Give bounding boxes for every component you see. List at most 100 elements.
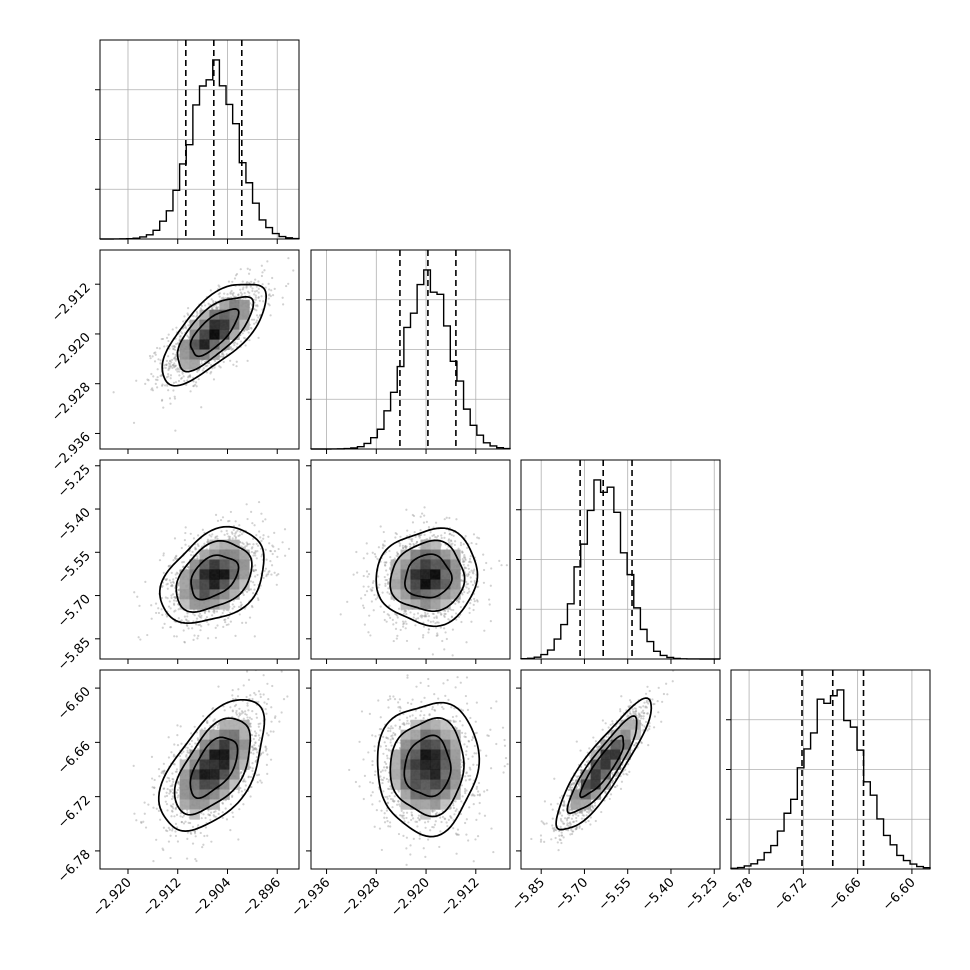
scatter-point bbox=[182, 320, 185, 323]
scatter-point bbox=[440, 613, 443, 616]
scatter-point bbox=[210, 370, 213, 374]
scatter-point bbox=[166, 587, 169, 590]
scatter-point bbox=[413, 613, 416, 616]
scatter-point bbox=[180, 376, 184, 380]
scatter-panel-2-1 bbox=[306, 459, 511, 664]
scatter-point bbox=[198, 615, 202, 618]
scatter-point bbox=[211, 533, 214, 536]
scatter-point bbox=[249, 302, 252, 305]
density-cell bbox=[410, 579, 421, 590]
scatter-point bbox=[233, 341, 237, 344]
scatter-point bbox=[167, 756, 171, 759]
scatter-point bbox=[372, 609, 375, 612]
density-cell bbox=[199, 569, 210, 580]
scatter-point bbox=[172, 364, 175, 367]
scatter-point bbox=[434, 622, 437, 625]
scatter-point bbox=[476, 536, 479, 539]
scatter-point bbox=[216, 624, 219, 627]
scatter-point bbox=[267, 294, 271, 297]
scatter-point bbox=[182, 814, 186, 817]
density-cell bbox=[420, 559, 431, 570]
scatter-point bbox=[472, 608, 475, 612]
scatter-point bbox=[388, 567, 392, 570]
density-cell bbox=[430, 579, 441, 590]
scatter-point bbox=[426, 612, 429, 615]
scatter-point bbox=[459, 543, 463, 547]
scatter-point bbox=[202, 367, 205, 370]
scatter-point bbox=[462, 560, 465, 564]
scatter-point bbox=[257, 287, 260, 290]
scatter-point bbox=[112, 391, 115, 394]
scatter-point bbox=[418, 647, 421, 650]
scatter-point bbox=[176, 370, 179, 373]
scatter-point bbox=[229, 291, 232, 294]
scatter-point bbox=[219, 355, 222, 358]
scatter-point bbox=[244, 784, 247, 787]
scatter-point bbox=[450, 540, 453, 543]
panel-frame bbox=[99, 459, 300, 660]
scatter-point bbox=[226, 532, 229, 535]
scatter-point bbox=[168, 600, 171, 603]
scatter-point bbox=[183, 641, 186, 644]
scatter-point bbox=[244, 621, 248, 624]
scatter-point bbox=[161, 626, 164, 629]
scatter-point bbox=[192, 384, 195, 387]
scatter-point bbox=[227, 623, 230, 626]
scatter-point bbox=[254, 551, 257, 554]
scatter-point bbox=[256, 304, 259, 307]
scatter-point bbox=[142, 820, 145, 823]
scatter-point bbox=[243, 291, 246, 295]
density-cell bbox=[209, 539, 220, 550]
scatter-point bbox=[233, 534, 236, 537]
scatter-point bbox=[265, 573, 268, 576]
scatter-point bbox=[187, 335, 190, 339]
scatter-point bbox=[186, 811, 189, 814]
scatter-point bbox=[205, 371, 208, 374]
scatter-point bbox=[429, 531, 432, 534]
scatter-point bbox=[197, 378, 200, 381]
scatter-point bbox=[207, 623, 210, 626]
scatter-point bbox=[367, 631, 370, 634]
scatter-point bbox=[231, 280, 234, 283]
panel-frame bbox=[99, 249, 300, 450]
scatter-point bbox=[243, 545, 247, 548]
scatter-point bbox=[167, 368, 170, 372]
scatter-point bbox=[287, 547, 291, 550]
scatter-point bbox=[387, 582, 390, 585]
scatter-point bbox=[395, 613, 398, 616]
scatter-point bbox=[190, 745, 193, 748]
scatter-point bbox=[415, 542, 418, 545]
scatter-point bbox=[467, 587, 470, 590]
scatter-point bbox=[183, 539, 186, 542]
scatter-point bbox=[169, 626, 173, 629]
density-cell bbox=[390, 569, 401, 580]
scatter-point bbox=[222, 353, 225, 357]
scatter-point bbox=[177, 588, 180, 591]
scatter-point bbox=[273, 571, 276, 574]
scatter-point bbox=[246, 359, 249, 362]
scatter-point bbox=[210, 307, 213, 310]
scatter-point bbox=[483, 629, 486, 632]
scatter-point bbox=[157, 358, 160, 361]
scatter-point bbox=[212, 378, 216, 381]
scatter-point bbox=[162, 552, 165, 555]
scatter-point bbox=[253, 570, 256, 573]
scatter-point bbox=[177, 781, 180, 784]
scatter-point bbox=[165, 578, 168, 582]
scatter-point bbox=[384, 578, 387, 582]
scatter-point bbox=[404, 610, 407, 613]
scatter-point bbox=[166, 582, 169, 585]
scatter-point bbox=[269, 314, 272, 317]
scatter-point bbox=[250, 550, 253, 554]
scatter-point bbox=[367, 573, 371, 576]
scatter-point bbox=[176, 781, 179, 784]
density-cell bbox=[189, 589, 200, 600]
panel-frame bbox=[520, 459, 721, 660]
scatter-point bbox=[440, 534, 443, 537]
scatter-point bbox=[436, 634, 439, 637]
scatter-point bbox=[377, 575, 380, 578]
scatter-point bbox=[185, 327, 188, 330]
scatter-point bbox=[154, 353, 157, 356]
scatter-point bbox=[220, 353, 224, 356]
density-cell bbox=[219, 329, 230, 340]
